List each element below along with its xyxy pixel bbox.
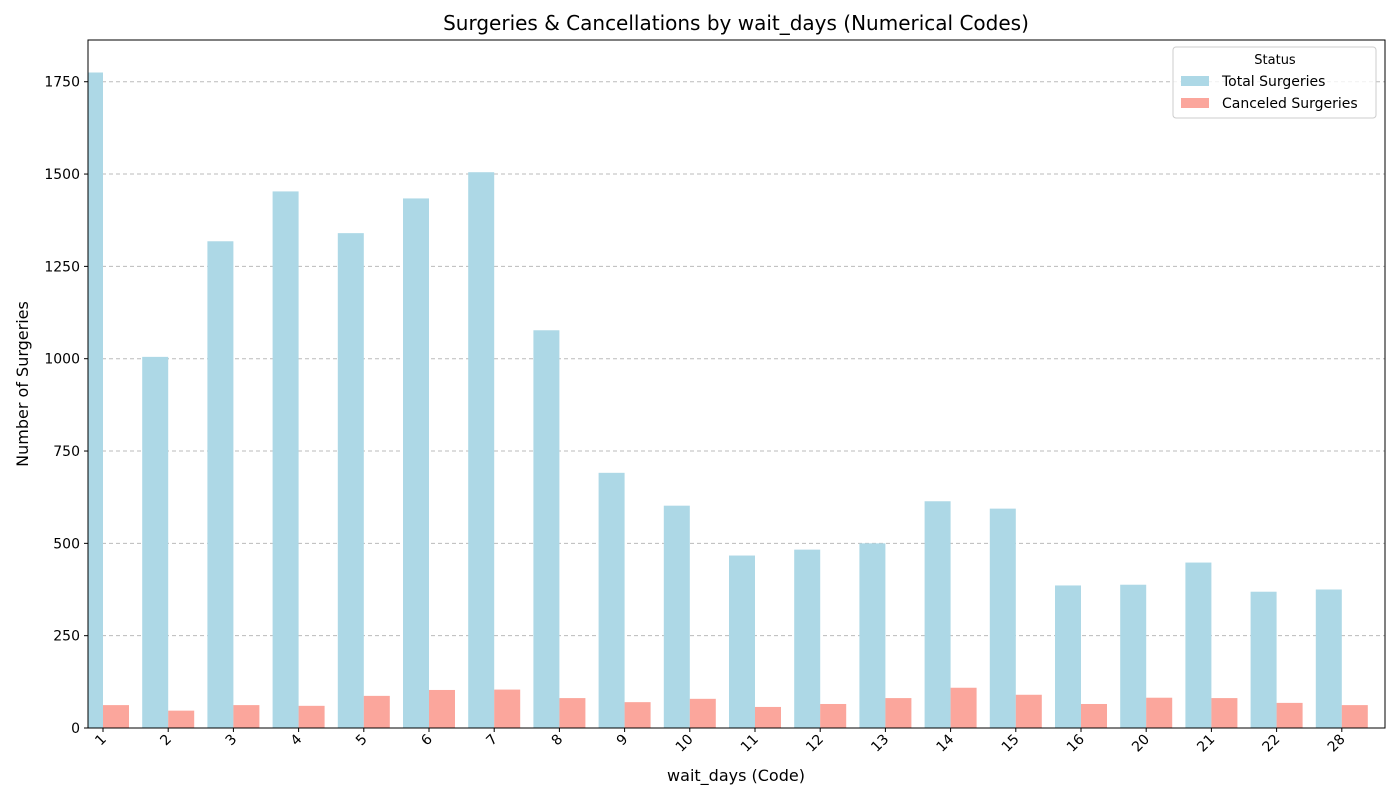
bar-canceled-surgeries	[1146, 697, 1173, 728]
legend-box	[1172, 46, 1377, 119]
legend: Status Total Surgeries Canceled Surgerie…	[1172, 46, 1377, 119]
x-tick-label: 10	[673, 732, 697, 756]
bar-canceled-surgeries	[624, 702, 651, 728]
legend-title: Status	[1254, 53, 1296, 68]
x-tick-label: 6	[418, 731, 436, 749]
bar-canceled-surgeries	[885, 698, 912, 728]
bar-total-surgeries	[337, 233, 364, 728]
bar-total-surgeries	[989, 508, 1016, 728]
y-tick-label: 1000	[44, 352, 80, 368]
x-axis-title: wait_days (Code)	[667, 766, 805, 786]
bar-total-surgeries	[663, 505, 690, 728]
x-tick-label: 8	[549, 732, 567, 750]
bar-canceled-surgeries	[233, 705, 260, 728]
bars	[88, 72, 1368, 729]
legend-swatch-canceled	[1181, 98, 1209, 108]
x-tick-label: 28	[1325, 732, 1349, 756]
x-tick-label: 14	[934, 731, 958, 755]
bar-total-surgeries	[403, 198, 429, 728]
grid-lines	[88, 81, 1385, 637]
bar-total-surgeries	[272, 191, 299, 729]
y-tick-label: 250	[53, 629, 80, 645]
y-axis: 0 250 500 750 1000 1250 1500 1750	[44, 75, 88, 737]
bar-canceled-surgeries	[363, 695, 390, 728]
x-tick-label: 15	[999, 732, 1023, 756]
bar-canceled-surgeries	[103, 705, 129, 728]
y-tick-label: 500	[53, 536, 80, 552]
bar-canceled-surgeries	[1211, 698, 1238, 728]
x-tick-label: 3	[223, 732, 241, 750]
y-tick-label: 1500	[44, 167, 80, 183]
bar-total-surgeries	[1185, 562, 1212, 728]
y-tick-label: 1750	[44, 75, 80, 91]
y-tick-label: 1250	[44, 259, 80, 275]
bar-total-surgeries	[1250, 591, 1277, 728]
bar-canceled-surgeries	[950, 687, 977, 728]
bar-total-surgeries	[207, 241, 234, 728]
plot-frame	[87, 39, 1386, 729]
bar-canceled-surgeries	[1081, 703, 1107, 728]
chart-title: Surgeries & Cancellations by wait_days (…	[443, 11, 1029, 35]
bar-canceled-surgeries	[559, 698, 586, 728]
bar-canceled-surgeries	[168, 710, 195, 728]
bar-total-surgeries	[598, 472, 625, 728]
bar-total-surgeries	[468, 172, 495, 729]
legend-label-total: Total Surgeries	[1221, 74, 1325, 90]
x-tick-label: 4	[288, 731, 306, 749]
bar-total-surgeries	[794, 549, 821, 728]
bar-total-surgeries	[859, 543, 886, 728]
x-tick-label: 16	[1064, 731, 1088, 755]
x-tick-label: 13	[868, 732, 892, 756]
bar-total-surgeries	[924, 501, 951, 728]
y-tick-label: 750	[53, 444, 80, 460]
x-tick-label: 2	[157, 732, 175, 750]
bar-total-surgeries	[142, 356, 169, 728]
bar-canceled-surgeries	[1276, 702, 1303, 728]
bar-canceled-surgeries	[689, 698, 716, 728]
x-tick-label: 22	[1260, 732, 1284, 756]
bar-canceled-surgeries	[755, 706, 781, 728]
x-tick-label: 21	[1194, 732, 1218, 756]
bar-total-surgeries	[1315, 589, 1342, 728]
bar-total-surgeries	[729, 555, 755, 728]
x-tick-label: 20	[1129, 732, 1153, 756]
x-tick-label: 1	[92, 732, 110, 750]
bar-canceled-surgeries	[429, 689, 455, 728]
x-axis: 1 2 3 4 5 6 7 8 9 10 11 12 13 14 15 16 20 21 22 28	[92, 728, 1349, 756]
legend-swatch-total	[1181, 76, 1209, 86]
x-tick-label: 5	[353, 732, 371, 750]
bar-total-surgeries	[1120, 584, 1147, 728]
legend-label-canceled: Canceled Surgeries	[1222, 96, 1358, 112]
y-axis-title: Number of Surgeries	[13, 301, 32, 467]
bar-total-surgeries	[1055, 585, 1081, 728]
x-tick-label: 9	[614, 732, 632, 750]
bar-canceled-surgeries	[298, 705, 325, 728]
bar-canceled-surgeries	[494, 689, 521, 728]
x-tick-label: 11	[738, 732, 762, 756]
bar-total-surgeries	[88, 72, 103, 729]
x-tick-label: 7	[483, 732, 501, 750]
y-tick-label: 0	[71, 721, 80, 737]
bar-canceled-surgeries	[1015, 694, 1042, 728]
x-tick-label: 12	[803, 732, 827, 756]
bar-canceled-surgeries	[1341, 705, 1368, 728]
bar-total-surgeries	[533, 330, 560, 728]
bar-canceled-surgeries	[820, 703, 847, 728]
